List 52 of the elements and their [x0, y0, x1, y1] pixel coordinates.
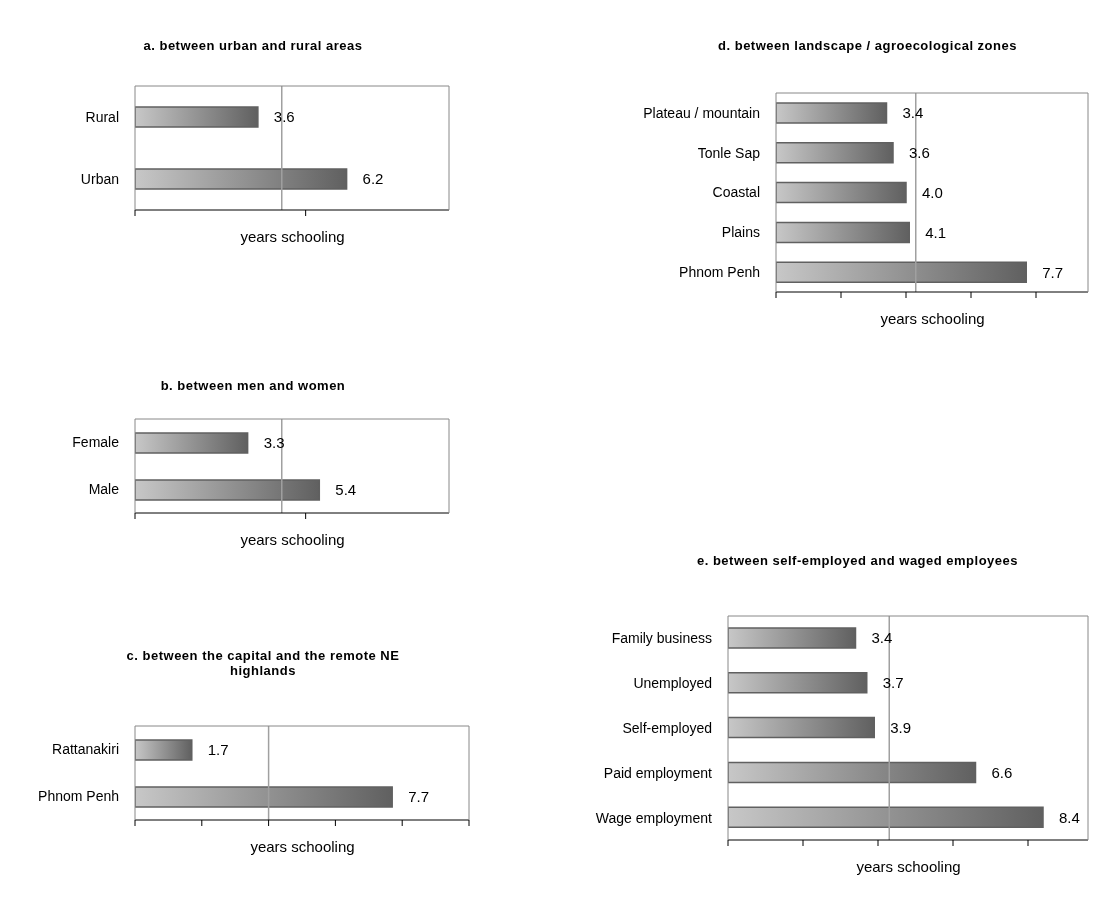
bar: [728, 761, 977, 784]
data-label: 5.4: [335, 481, 357, 499]
y-tick-label: Paid employment: [603, 764, 713, 781]
y-tick-label: Tonle Sap: [697, 144, 761, 161]
y-tick-label: Unemployed: [633, 675, 712, 692]
chart-title: c. between the capital and the remote NE highlands: [125, 648, 401, 678]
y-tick-label: Phnom Penh: [679, 264, 760, 281]
bar: [728, 716, 875, 739]
data-label: 3.4: [902, 104, 924, 122]
data-label: 4.0: [922, 183, 943, 201]
bar: [728, 806, 1044, 828]
y-tick-label: Male: [88, 481, 120, 498]
x-axis-title: years schooling: [855, 858, 962, 875]
y-tick-label: Plains: [721, 224, 760, 241]
y-tick-label: Plateau / mountain: [643, 104, 760, 121]
y-tick-label: Self-employed: [622, 719, 712, 736]
y-tick-label: Rural: [85, 108, 119, 125]
data-label: 8.4: [1059, 808, 1080, 826]
data-label: 3.6: [273, 108, 295, 126]
x-axis-title: years schooling: [249, 838, 356, 855]
x-axis-title: years schooling: [879, 310, 986, 327]
bar: [728, 672, 868, 694]
y-tick-label: Female: [72, 434, 120, 451]
y-tick-label: Phnom Penh: [38, 788, 119, 805]
data-label: 6.6: [991, 763, 1013, 781]
y-tick-label: Coastal: [712, 184, 760, 201]
data-label: 6.2: [362, 170, 384, 188]
data-label: 3.4: [871, 629, 893, 647]
data-label: 3.3: [263, 434, 285, 452]
data-label: 3.9: [890, 718, 912, 736]
y-tick-label: Family business: [611, 630, 712, 647]
bar: [776, 261, 1027, 283]
x-axis-title: years schooling: [239, 531, 346, 548]
bar: [728, 627, 857, 649]
bar: [776, 142, 894, 164]
chart-title: e. between self-employed and waged employees: [696, 553, 1019, 568]
y-tick-label: Urban: [80, 170, 119, 187]
chart-title: a. between urban and rural areas: [143, 38, 363, 53]
y-tick-label: Rattanakiri: [52, 741, 119, 758]
y-tick-label: Wage employment: [595, 809, 713, 826]
data-label: 7.7: [408, 788, 430, 806]
bar: [776, 102, 888, 124]
bar: [776, 181, 907, 204]
data-label: 3.7: [882, 674, 904, 692]
chart-title: d. between landscape / agroecological zones: [718, 38, 1017, 53]
data-label: 4.1: [925, 223, 947, 241]
data-label: 3.6: [909, 144, 930, 162]
bar: [776, 221, 910, 244]
data-label: 7.7: [1042, 263, 1064, 281]
x-axis-title: years schooling: [239, 228, 346, 245]
data-label: 1.7: [207, 741, 229, 759]
chart-title: b. between men and women: [160, 378, 346, 393]
